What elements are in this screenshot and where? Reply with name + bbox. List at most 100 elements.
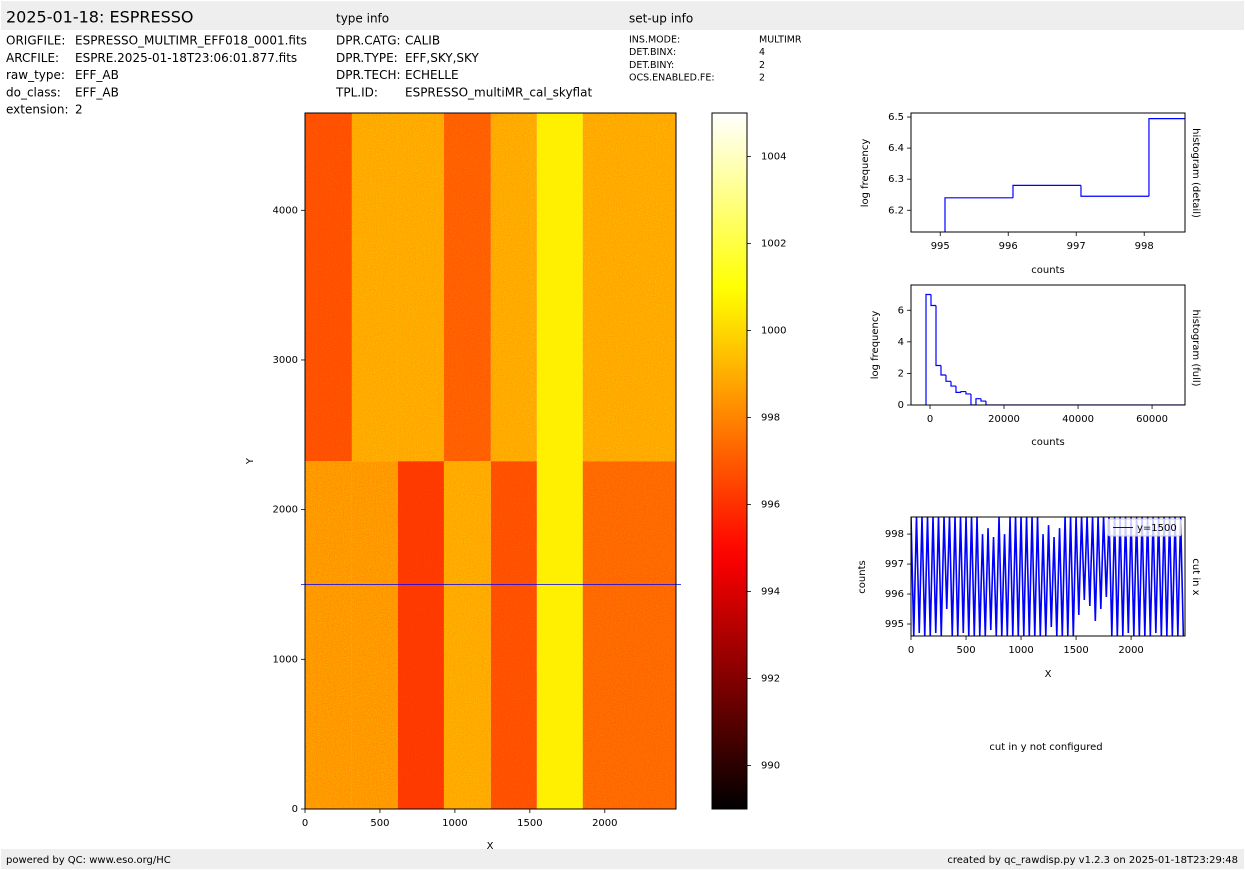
x-tick-label: 500 (370, 818, 389, 829)
side-label: histogram (detail) (1190, 128, 1201, 218)
header-band (1, 1, 1244, 30)
y-tick-label: 6.2 (888, 205, 904, 216)
info-label: OCS.ENABLED.FE: (629, 73, 715, 84)
x-tick-label: 0 (927, 414, 933, 425)
info-label: DPR.TYPE: (336, 51, 398, 65)
y-tick-label: 996 (761, 500, 780, 511)
footer-right: created by qc_rawdisp.py v1.2.3 on 2025-… (947, 855, 1238, 866)
histogram-step (950, 381, 956, 387)
y-tick-label: 6.4 (888, 143, 904, 154)
colorbar (712, 113, 747, 809)
y-tick-label: 1000 (273, 654, 298, 665)
legend-box (1107, 518, 1182, 537)
histogram-step (960, 390, 966, 393)
x-tick-label: 60000 (1136, 414, 1168, 425)
x-tick-label: 2000 (1118, 645, 1143, 656)
section-title: set-up info (629, 12, 693, 26)
y-tick-label: 1004 (761, 152, 786, 163)
legend-label: y=1500 (1137, 523, 1177, 534)
y-axis-label: counts (857, 560, 868, 593)
footer-band (1, 849, 1244, 869)
x-tick-label: 996 (999, 241, 1018, 252)
info-label: do_class: (6, 85, 61, 99)
x-tick-label: 40000 (1062, 414, 1094, 425)
histogram-step (1148, 117, 1185, 197)
plot-area (712, 113, 747, 809)
info-value: 2 (759, 60, 765, 71)
image-noise (305, 113, 676, 809)
histogram-step (965, 391, 971, 395)
axes-frame (304, 112, 677, 810)
y-tick-label: 990 (761, 761, 780, 772)
y-tick-label: 995 (885, 619, 904, 630)
histogram-step (940, 365, 946, 376)
info-label: extension: (6, 103, 69, 117)
plot-area (944, 117, 1185, 232)
info-value: EFF_AB (75, 85, 119, 99)
y-tick-label: 0 (292, 804, 298, 815)
histogram-step (930, 294, 936, 307)
x-axis-label: counts (1031, 437, 1064, 448)
info-label: ORIGFILE: (6, 34, 65, 48)
y-tick-label: 994 (761, 587, 780, 598)
y-tick-label: 6.3 (888, 174, 904, 185)
info-value: ESPRE.2025-01-18T23:06:01.877.fits (75, 51, 297, 65)
y-tick-label: 992 (761, 674, 780, 685)
x-axis-label: X (487, 841, 494, 852)
histogram-step (975, 398, 981, 405)
y-tick-label: 4000 (273, 205, 298, 216)
footer-left: powered by QC: www.eso.org/HC (6, 855, 171, 866)
note: cut in y not configured (989, 742, 1102, 753)
info-label: DPR.CATG: (336, 34, 401, 48)
info-label: ARCFILE: (6, 51, 59, 65)
info-value: EFF_AB (75, 68, 119, 82)
x-tick-label: 1500 (1063, 645, 1088, 656)
x-tick-label: 20000 (988, 414, 1020, 425)
axes-frame (910, 516, 1186, 637)
info-value: ESPRESSO_multiMR_cal_skyflat (405, 85, 592, 99)
info-value: ECHELLE (405, 68, 459, 82)
side-label: histogram (full) (1190, 309, 1201, 386)
info-value: MULTIMR (759, 35, 802, 46)
axes-frame (910, 284, 1186, 406)
info-label: raw_type: (6, 68, 65, 82)
x-tick-label: 1000 (442, 818, 467, 829)
info-value: ESPRESSO_MULTIMR_EFF018_0001.fits (75, 34, 307, 48)
histogram-step (935, 305, 941, 367)
y-tick-label: 4 (898, 337, 904, 348)
plot-area (925, 293, 1185, 405)
info-value: 2 (75, 103, 83, 117)
info-label: DET.BINX: (629, 47, 676, 58)
y-tick-label: 0 (898, 400, 904, 411)
info-label: INS.MODE: (629, 35, 680, 46)
x-tick-label: 997 (1067, 241, 1086, 252)
x-axis-label: X (1045, 669, 1052, 680)
histogram-step (980, 398, 986, 402)
side-label: cut in x (1190, 558, 1201, 595)
page-title: 2025-01-18: ESPRESSO (6, 8, 194, 27)
info-label: DPR.TECH: (336, 68, 401, 82)
axes-frame (711, 112, 748, 810)
y-tick-label: 3000 (273, 355, 298, 366)
x-axis-label: counts (1031, 265, 1064, 276)
y-tick-label: 1002 (761, 239, 786, 250)
section-title: type info (336, 12, 389, 26)
histogram-step (1080, 185, 1149, 197)
y-axis-label: log frequency (870, 311, 881, 380)
info-value: EFF,SKY,SKY (405, 51, 479, 65)
info-value: 4 (759, 47, 765, 58)
histogram-step (955, 386, 961, 393)
axes-frame (910, 112, 1186, 233)
y-tick-label: 998 (885, 529, 904, 540)
y-tick-label: 2 (898, 368, 904, 379)
y-tick-label: 1000 (761, 326, 786, 337)
x-tick-label: 500 (956, 645, 975, 656)
plot-area (911, 517, 1185, 636)
y-tick-label: 996 (885, 589, 904, 600)
info-value: 2 (759, 73, 765, 84)
x-tick-label: 1000 (1008, 645, 1033, 656)
x-tick-label: 2000 (592, 818, 617, 829)
y-tick-label: 6.5 (888, 112, 904, 123)
plot-area (305, 113, 676, 809)
